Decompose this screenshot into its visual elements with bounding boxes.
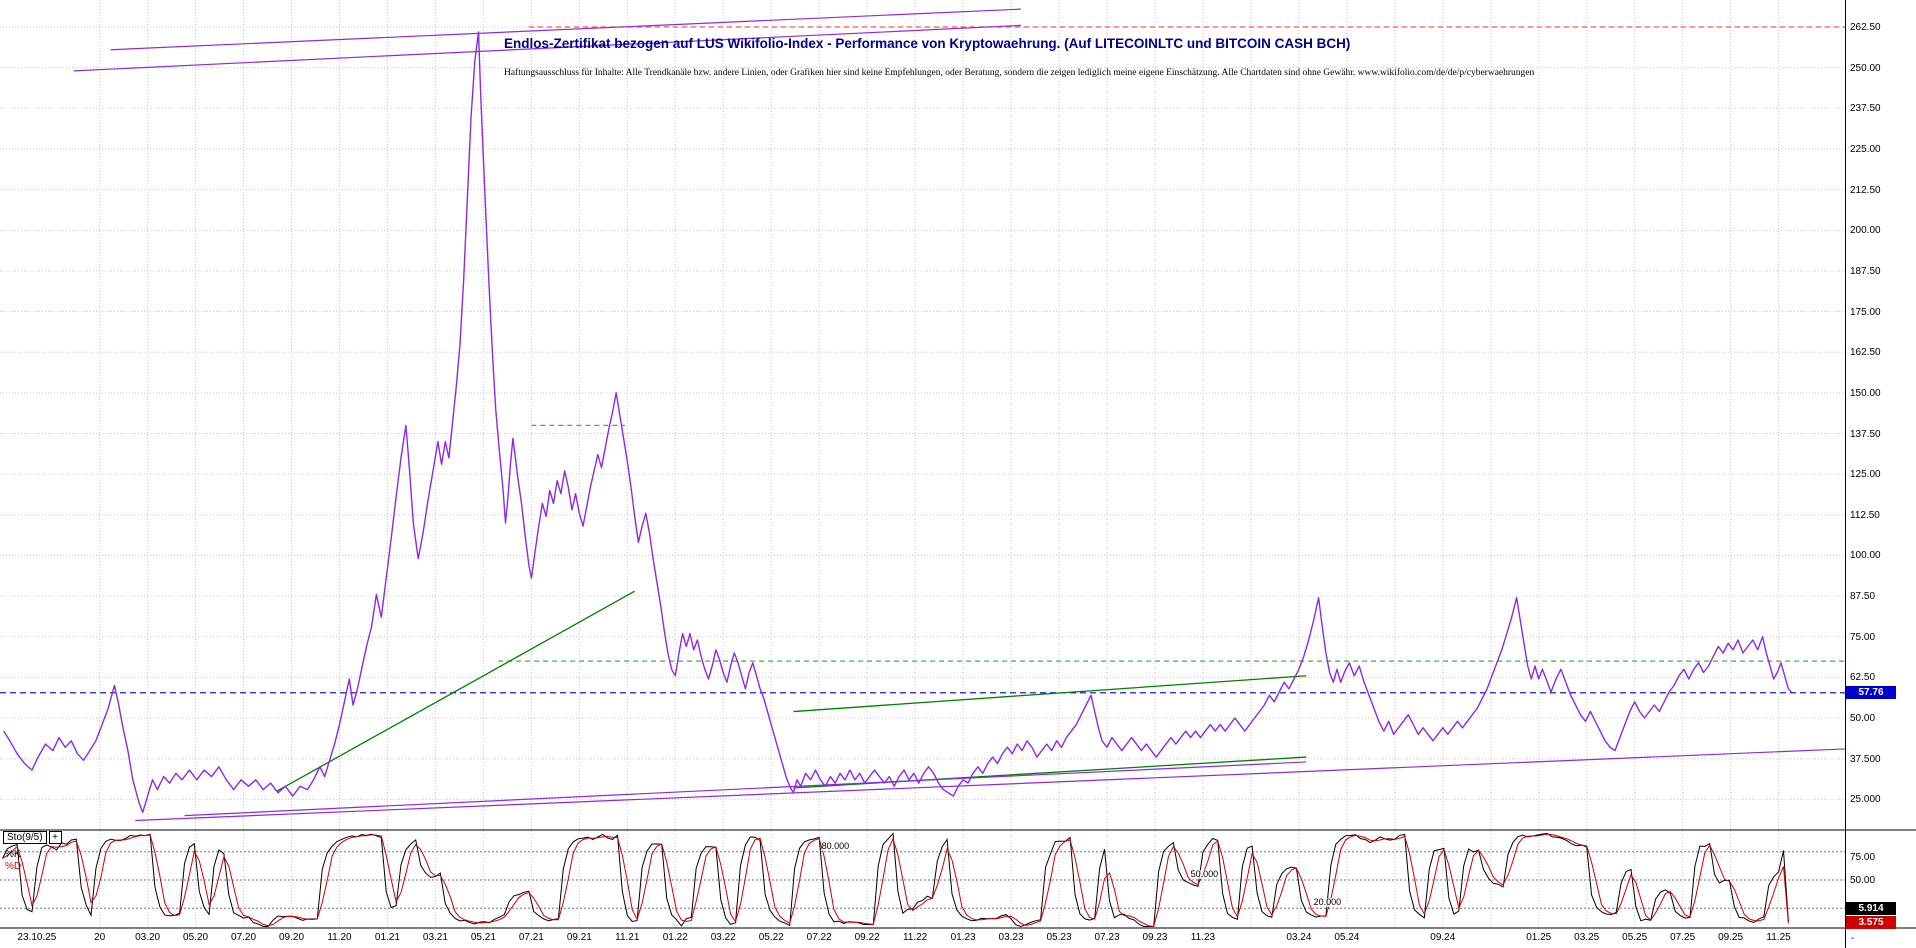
y-axis-label: 112.50 xyxy=(1850,509,1880,521)
stochastic-d-value-badge: 3.575 xyxy=(1846,916,1896,929)
y-axis-label: 250.00 xyxy=(1850,62,1881,74)
stochastic-axis-label: 50.00 xyxy=(1850,875,1876,886)
axis-corner-label: - xyxy=(1851,933,1855,944)
x-axis-label: 09.21 xyxy=(566,932,592,943)
trendline-lower-channel-b xyxy=(184,761,1307,817)
x-axis-label: 07.23 xyxy=(1094,932,1120,943)
chart-title: Endlos-Zertifikat bezogen auf LUS Wikifo… xyxy=(504,36,1351,51)
y-axis-label: 175.00 xyxy=(1850,306,1881,318)
y-axis-label: 100.00 xyxy=(1850,550,1881,562)
y-axis-label: 75.00 xyxy=(1850,631,1876,643)
x-axis-label: 07.22 xyxy=(806,932,832,943)
x-axis-label: 11.20 xyxy=(327,932,352,943)
x-axis-label: 01.25 xyxy=(1526,932,1552,943)
trendline-support-2020-2021 xyxy=(276,590,635,792)
x-axis-label: 09.24 xyxy=(1430,932,1456,943)
x-axis-label: 07.21 xyxy=(518,932,544,943)
x-axis-label: 05.22 xyxy=(758,932,784,943)
x-axis-label: 01.21 xyxy=(374,932,400,943)
stochastic-d-label: %D xyxy=(5,861,22,872)
x-axis-label: 05.24 xyxy=(1334,932,1360,943)
y-axis-label: 62.50 xyxy=(1850,672,1876,684)
stochastic-legend: Sto(9/5) + xyxy=(3,831,62,844)
y-axis-label: 50.00 xyxy=(1850,713,1876,725)
trendline-lower-channel-a xyxy=(135,748,1846,822)
trendline-upper-channel-a xyxy=(110,8,1021,51)
trendline-support-mid-upper xyxy=(793,675,1307,713)
chart-disclaimer: Haftungsausschluss für Inhalte: Alle Tre… xyxy=(504,68,1535,78)
x-axis-label: 11.21 xyxy=(615,932,640,943)
x-axis-label: 01.22 xyxy=(662,932,688,943)
sto-level-label: 20.000 xyxy=(1313,897,1342,908)
y-axis-label: 225.00 xyxy=(1850,143,1881,155)
add-indicator-button[interactable]: + xyxy=(48,831,62,844)
y-axis-label: 87.50 xyxy=(1850,591,1876,603)
stochastic-k-line xyxy=(2,832,1789,928)
y-axis-label: 200.00 xyxy=(1850,225,1881,237)
x-axis-label: 11.25 xyxy=(1766,932,1791,943)
y-axis-label: 262.50 xyxy=(1850,22,1881,33)
x-axis-label: 07.20 xyxy=(231,932,257,943)
current-price-badge: 57.76 xyxy=(1846,685,1896,699)
x-axis-label: 03.24 xyxy=(1286,932,1312,943)
x-axis-label: 03.20 xyxy=(135,932,161,943)
x-axis-label: 03.25 xyxy=(1574,932,1600,943)
x-axis-label: 20 xyxy=(94,932,106,943)
y-axis-label: 137.50 xyxy=(1850,428,1881,440)
y-axis-label: 187.50 xyxy=(1850,265,1881,277)
x-axis-label: 05.25 xyxy=(1622,932,1648,943)
x-axis-label: 09.20 xyxy=(278,932,305,943)
x-axis-label: 07.25 xyxy=(1670,932,1696,943)
x-axis-label: 05.20 xyxy=(183,932,209,943)
x-axis-label: 11.22 xyxy=(902,932,928,943)
x-axis-label: 09.25 xyxy=(1718,932,1744,943)
x-axis-label: 03.22 xyxy=(710,932,736,943)
x-axis-label: 09.23 xyxy=(1142,932,1168,943)
stochastic-k-label: %K xyxy=(5,849,21,860)
stochastic-d-line xyxy=(2,833,1789,928)
stochastic-indicator-label[interactable]: Sto(9/5) xyxy=(3,831,47,844)
y-axis-label: 150.00 xyxy=(1850,387,1881,399)
y-axis-label: 125.00 xyxy=(1850,469,1881,481)
x-axis-label: 11.23 xyxy=(1190,932,1216,943)
x-axis-label: 23.10.25 xyxy=(17,932,57,943)
y-axis-label: 237.50 xyxy=(1850,103,1881,115)
x-axis-label: 05.21 xyxy=(470,932,496,943)
trendline-upper-channel-b xyxy=(73,24,1021,72)
sto-level-label: 50.000 xyxy=(1190,869,1219,879)
x-axis-label: 09.22 xyxy=(854,932,880,943)
stochastic-axis-label: 75.00 xyxy=(1850,851,1876,863)
x-axis-label: 03.21 xyxy=(422,932,448,943)
y-axis-label: 25.000 xyxy=(1850,794,1881,806)
y-axis-label: 212.50 xyxy=(1850,184,1881,196)
x-axis-label: 05.23 xyxy=(1046,932,1072,943)
y-axis-label: 162.50 xyxy=(1850,347,1881,359)
y-axis-label: 37.500 xyxy=(1850,753,1881,765)
sto-level-label: 80.000 xyxy=(821,840,850,851)
x-axis-label: 03.23 xyxy=(998,932,1024,943)
stochastic-k-value-badge: 5.914 xyxy=(1846,902,1896,915)
x-axis-label: 01.23 xyxy=(950,932,976,943)
price-line xyxy=(3,31,1793,814)
